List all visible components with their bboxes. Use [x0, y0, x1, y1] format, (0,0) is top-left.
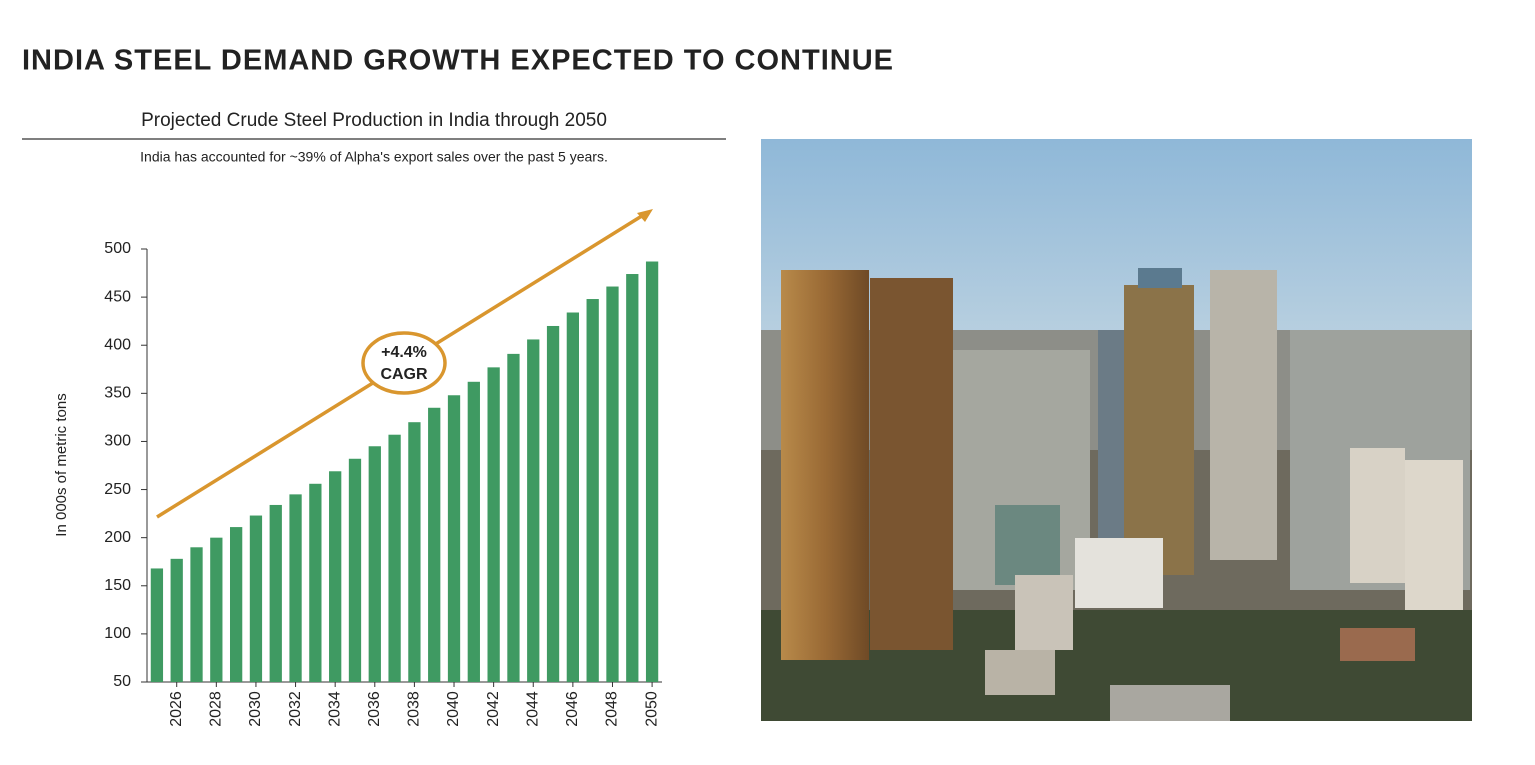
x-tick-label: 2026 — [168, 691, 185, 727]
x-tick-label: 2038 — [406, 691, 423, 727]
bar — [309, 483, 322, 682]
bar — [546, 325, 560, 682]
y-tick-label: 400 — [104, 336, 131, 353]
y-tick-label: 200 — [104, 529, 131, 546]
bar — [348, 458, 362, 682]
x-tick-label: 2048 — [604, 691, 621, 727]
y-tick-label: 350 — [104, 385, 131, 402]
y-tick-label: 250 — [104, 481, 131, 498]
y-tick-label: 150 — [104, 577, 131, 594]
bar — [447, 395, 461, 682]
bar — [527, 339, 540, 682]
page-title: INDIA STEEL DEMAND GROWTH EXPECTED TO CO… — [22, 45, 894, 77]
bar — [645, 261, 659, 682]
y-axis-label: In 000s of metric tons — [53, 393, 70, 536]
x-tick-label: 2046 — [564, 691, 581, 727]
x-tick-label: 2028 — [208, 691, 225, 727]
x-tick-label: 2040 — [445, 691, 462, 727]
cagr-circle — [361, 331, 447, 395]
x-tick-label: 2050 — [643, 691, 660, 727]
bar — [626, 274, 639, 682]
bar — [388, 434, 401, 682]
bar — [229, 527, 243, 682]
bar — [170, 558, 183, 682]
bar — [249, 515, 263, 682]
bar — [190, 547, 203, 682]
y-tick-label: 100 — [104, 625, 131, 642]
bar — [586, 299, 599, 682]
y-tick-label: 300 — [104, 433, 131, 450]
bar — [467, 381, 480, 682]
bar — [150, 568, 164, 682]
chart-subtitle: India has accounted for ~39% of Alpha's … — [140, 149, 608, 165]
bar — [487, 367, 500, 682]
x-tick-label: 2036 — [366, 691, 383, 727]
bar — [210, 537, 223, 682]
arrow-head — [637, 209, 653, 222]
bar — [269, 504, 282, 682]
y-tick-label: 50 — [113, 673, 131, 690]
bar — [507, 353, 520, 682]
bar — [329, 471, 342, 682]
bar — [606, 286, 619, 682]
y-tick-label: 450 — [104, 288, 131, 305]
chart-title: Projected Crude Steel Production in Indi… — [141, 110, 607, 131]
cagr-value: +4.4% — [381, 344, 427, 361]
x-tick-label: 2032 — [287, 691, 304, 727]
bar — [428, 407, 441, 682]
x-tick-label: 2034 — [326, 691, 343, 727]
bar — [566, 312, 580, 682]
x-tick-label: 2042 — [485, 691, 502, 727]
city-photo — [761, 139, 1472, 721]
bar — [289, 494, 302, 682]
bar — [408, 422, 421, 682]
cagr-label: CAGR — [380, 366, 428, 383]
x-tick-label: 2030 — [247, 691, 264, 727]
x-tick-label: 2044 — [524, 691, 541, 727]
bar — [368, 446, 381, 682]
y-tick-label: 500 — [104, 240, 131, 257]
